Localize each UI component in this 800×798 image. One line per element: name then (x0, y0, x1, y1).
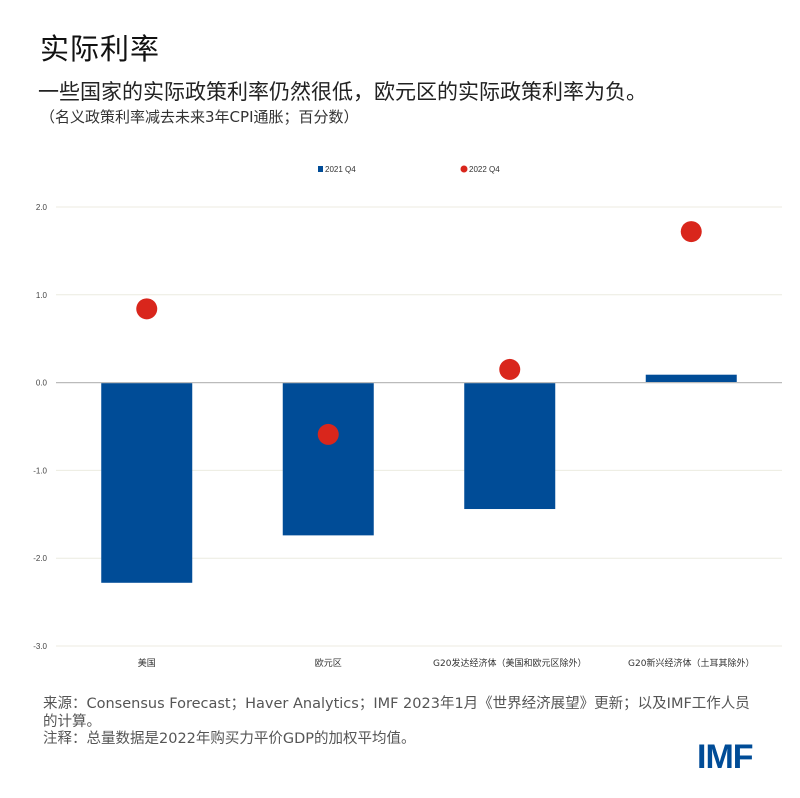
chart-units-note: （名义政策利率减去未来3年CPI通胀；百分数） (40, 108, 359, 126)
bar-dot-chart: 2.0 1.0 0.0 -1.0 -2.0 -3.0 美国 欧元区 G20发达经济体（美国和欧… (33, 165, 782, 669)
y-tick-label: 2.0 (36, 203, 48, 212)
dot-2022-q4 (317, 423, 339, 445)
y-tick-label: -3.0 (33, 642, 47, 651)
chart-footer: 来源：Consensus Forecast；Haver Analytics；IM… (43, 696, 763, 749)
legend-label: 2021 Q4 (325, 165, 356, 174)
page-title: 实际利率 (40, 32, 161, 66)
y-tick-label: 0.0 (36, 379, 48, 388)
source-text: 来源：Consensus Forecast；Haver Analytics；IM… (43, 696, 750, 730)
dot-2022-q4 (136, 298, 158, 320)
chart-subtitle: 一些国家的实际政策利率仍然很低，欧元区的实际政策利率为负。 (38, 80, 647, 104)
x-tick-label: 美国 (138, 657, 156, 669)
footnote-text: 注释：总量数据是2022年购买力平价GDP的加权平均值。 (43, 731, 416, 747)
y-tick-label: -1.0 (33, 466, 47, 475)
legend-label: 2022 Q4 (469, 165, 500, 174)
legend-square-icon (318, 166, 323, 172)
x-tick-label: G20发达经济体（美国和欧元区除外） (433, 657, 586, 669)
y-tick-label: 1.0 (36, 291, 48, 300)
legend-dot-icon (460, 165, 468, 173)
imf-logo: IMF (697, 738, 754, 776)
dot-2022-q4 (680, 221, 702, 243)
bar-2021-q4 (645, 374, 737, 383)
y-tick-label: -2.0 (33, 554, 47, 563)
x-tick-label: 欧元区 (315, 657, 342, 669)
bar-2021-q4 (101, 382, 193, 583)
bar-2021-q4 (464, 382, 556, 510)
bar-2021-q4 (282, 382, 374, 536)
dot-2022-q4 (499, 358, 521, 380)
x-tick-label: G20新兴经济体（土耳其除外） (628, 657, 754, 669)
